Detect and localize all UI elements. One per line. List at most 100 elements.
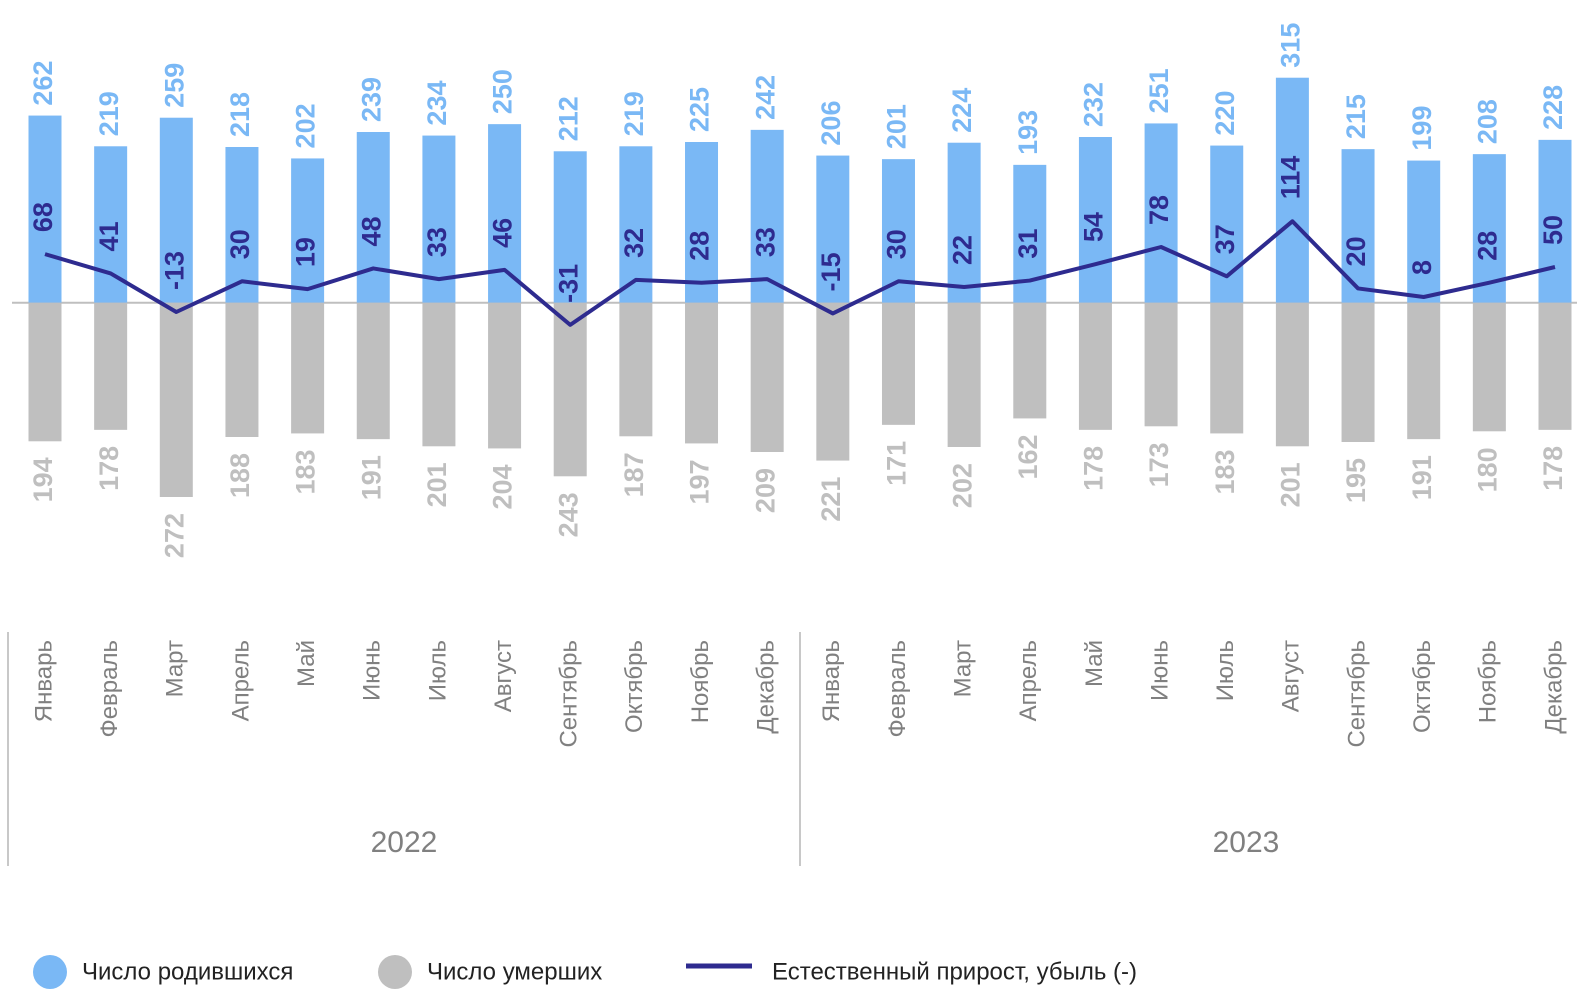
- value-label: 114: [1276, 156, 1306, 200]
- value-label: 30: [882, 229, 912, 259]
- value-label: 162: [1013, 434, 1043, 479]
- x-tick-label: Февраль: [96, 640, 123, 738]
- bar: [291, 158, 325, 303]
- group-label: 2022: [371, 826, 438, 859]
- bar: [750, 129, 784, 303]
- value-label: 50: [1538, 215, 1568, 245]
- value-label: 262: [28, 61, 58, 106]
- bar: [1538, 302, 1572, 430]
- bar: [553, 151, 587, 303]
- x-tick-label: Октябрь: [621, 640, 648, 733]
- group-label: 2023: [1213, 826, 1280, 859]
- value-label: 251: [1144, 68, 1174, 113]
- legend-label: Естественный прирост, убыль (-): [772, 958, 1137, 985]
- value-label: 187: [619, 452, 649, 497]
- x-tick-label: Декабрь: [753, 640, 780, 734]
- bar: [619, 302, 653, 437]
- line-series: [44, 219, 1556, 327]
- value-label: 48: [356, 216, 386, 246]
- x-tick-label: Ноябрь: [687, 640, 714, 723]
- bar: [553, 302, 587, 477]
- value-label: 242: [750, 75, 780, 120]
- value-label: 228: [1538, 85, 1568, 130]
- bar: [619, 146, 653, 303]
- value-label: 37: [1210, 224, 1240, 254]
- value-label: 41: [94, 221, 124, 251]
- value-label: 32: [619, 228, 649, 258]
- bar: [291, 302, 325, 434]
- bar: [1078, 137, 1112, 303]
- bar: [1472, 154, 1506, 303]
- value-label: 215: [1341, 94, 1371, 139]
- value-label: 199: [1407, 106, 1437, 151]
- bar: [1341, 149, 1375, 303]
- value-label: 201: [1276, 462, 1306, 507]
- x-tick-label: Сентябрь: [1343, 640, 1370, 748]
- value-label: 221: [816, 477, 846, 522]
- bar: [356, 132, 390, 303]
- value-label: 78: [1144, 195, 1174, 225]
- bar: [422, 135, 456, 303]
- bar: [685, 302, 719, 444]
- value-label: 30: [225, 229, 255, 259]
- bar: [1013, 302, 1047, 419]
- x-tick-label: Март: [162, 640, 189, 697]
- bar: [1407, 302, 1441, 440]
- value-label: 202: [291, 103, 321, 148]
- value-label: 225: [685, 87, 715, 132]
- bar: [1078, 302, 1112, 430]
- value-label: 178: [1079, 446, 1109, 491]
- value-label: 206: [816, 101, 846, 146]
- value-label: 209: [750, 468, 780, 513]
- value-label: 243: [553, 492, 583, 537]
- x-tick-label: Сентябрь: [556, 640, 583, 748]
- value-label: 20: [1341, 236, 1371, 266]
- bar: [225, 147, 259, 303]
- value-label: 212: [553, 96, 583, 141]
- value-label: 178: [1538, 446, 1568, 491]
- value-label: 220: [1210, 91, 1240, 136]
- value-label: 201: [882, 104, 912, 149]
- bar: [1538, 139, 1572, 303]
- value-label: -31: [553, 264, 583, 303]
- bar: [1144, 123, 1178, 303]
- bar: [1341, 302, 1375, 442]
- bar: [488, 302, 522, 449]
- bar: [816, 155, 850, 303]
- value-label: 8: [1407, 260, 1437, 275]
- x-tick-label: Июль: [1212, 640, 1239, 701]
- value-label: 31: [1013, 229, 1043, 259]
- value-label: 208: [1472, 99, 1502, 144]
- value-label: 180: [1472, 447, 1502, 492]
- x-tick-label: Январь: [818, 640, 845, 722]
- bar: [1472, 302, 1506, 432]
- legend-label: Число умерших: [427, 958, 602, 985]
- value-label: 54: [1079, 212, 1109, 242]
- x-tick-label: Август: [1278, 640, 1305, 712]
- value-label: 234: [422, 81, 452, 126]
- value-label: 68: [28, 202, 58, 232]
- value-label: 224: [947, 88, 977, 133]
- bar: [685, 142, 719, 303]
- value-label: 218: [225, 92, 255, 137]
- bar: [94, 302, 128, 430]
- bar: [159, 302, 193, 497]
- x-tick-label: Март: [949, 640, 976, 697]
- bar: [225, 302, 259, 437]
- value-label: 191: [356, 455, 386, 500]
- value-label: 28: [685, 231, 715, 261]
- bar: [750, 302, 784, 452]
- bar: [1275, 302, 1309, 447]
- x-tick-label: Июнь: [359, 640, 386, 701]
- bar: [947, 142, 981, 303]
- bar: [159, 117, 193, 303]
- bar: [422, 302, 456, 447]
- value-label: 173: [1144, 442, 1174, 487]
- value-label: 22: [947, 235, 977, 265]
- value-label: 194: [28, 457, 58, 502]
- value-label: 197: [685, 459, 715, 504]
- bar: [28, 115, 62, 303]
- bar: [1144, 302, 1178, 427]
- bar: [488, 124, 522, 303]
